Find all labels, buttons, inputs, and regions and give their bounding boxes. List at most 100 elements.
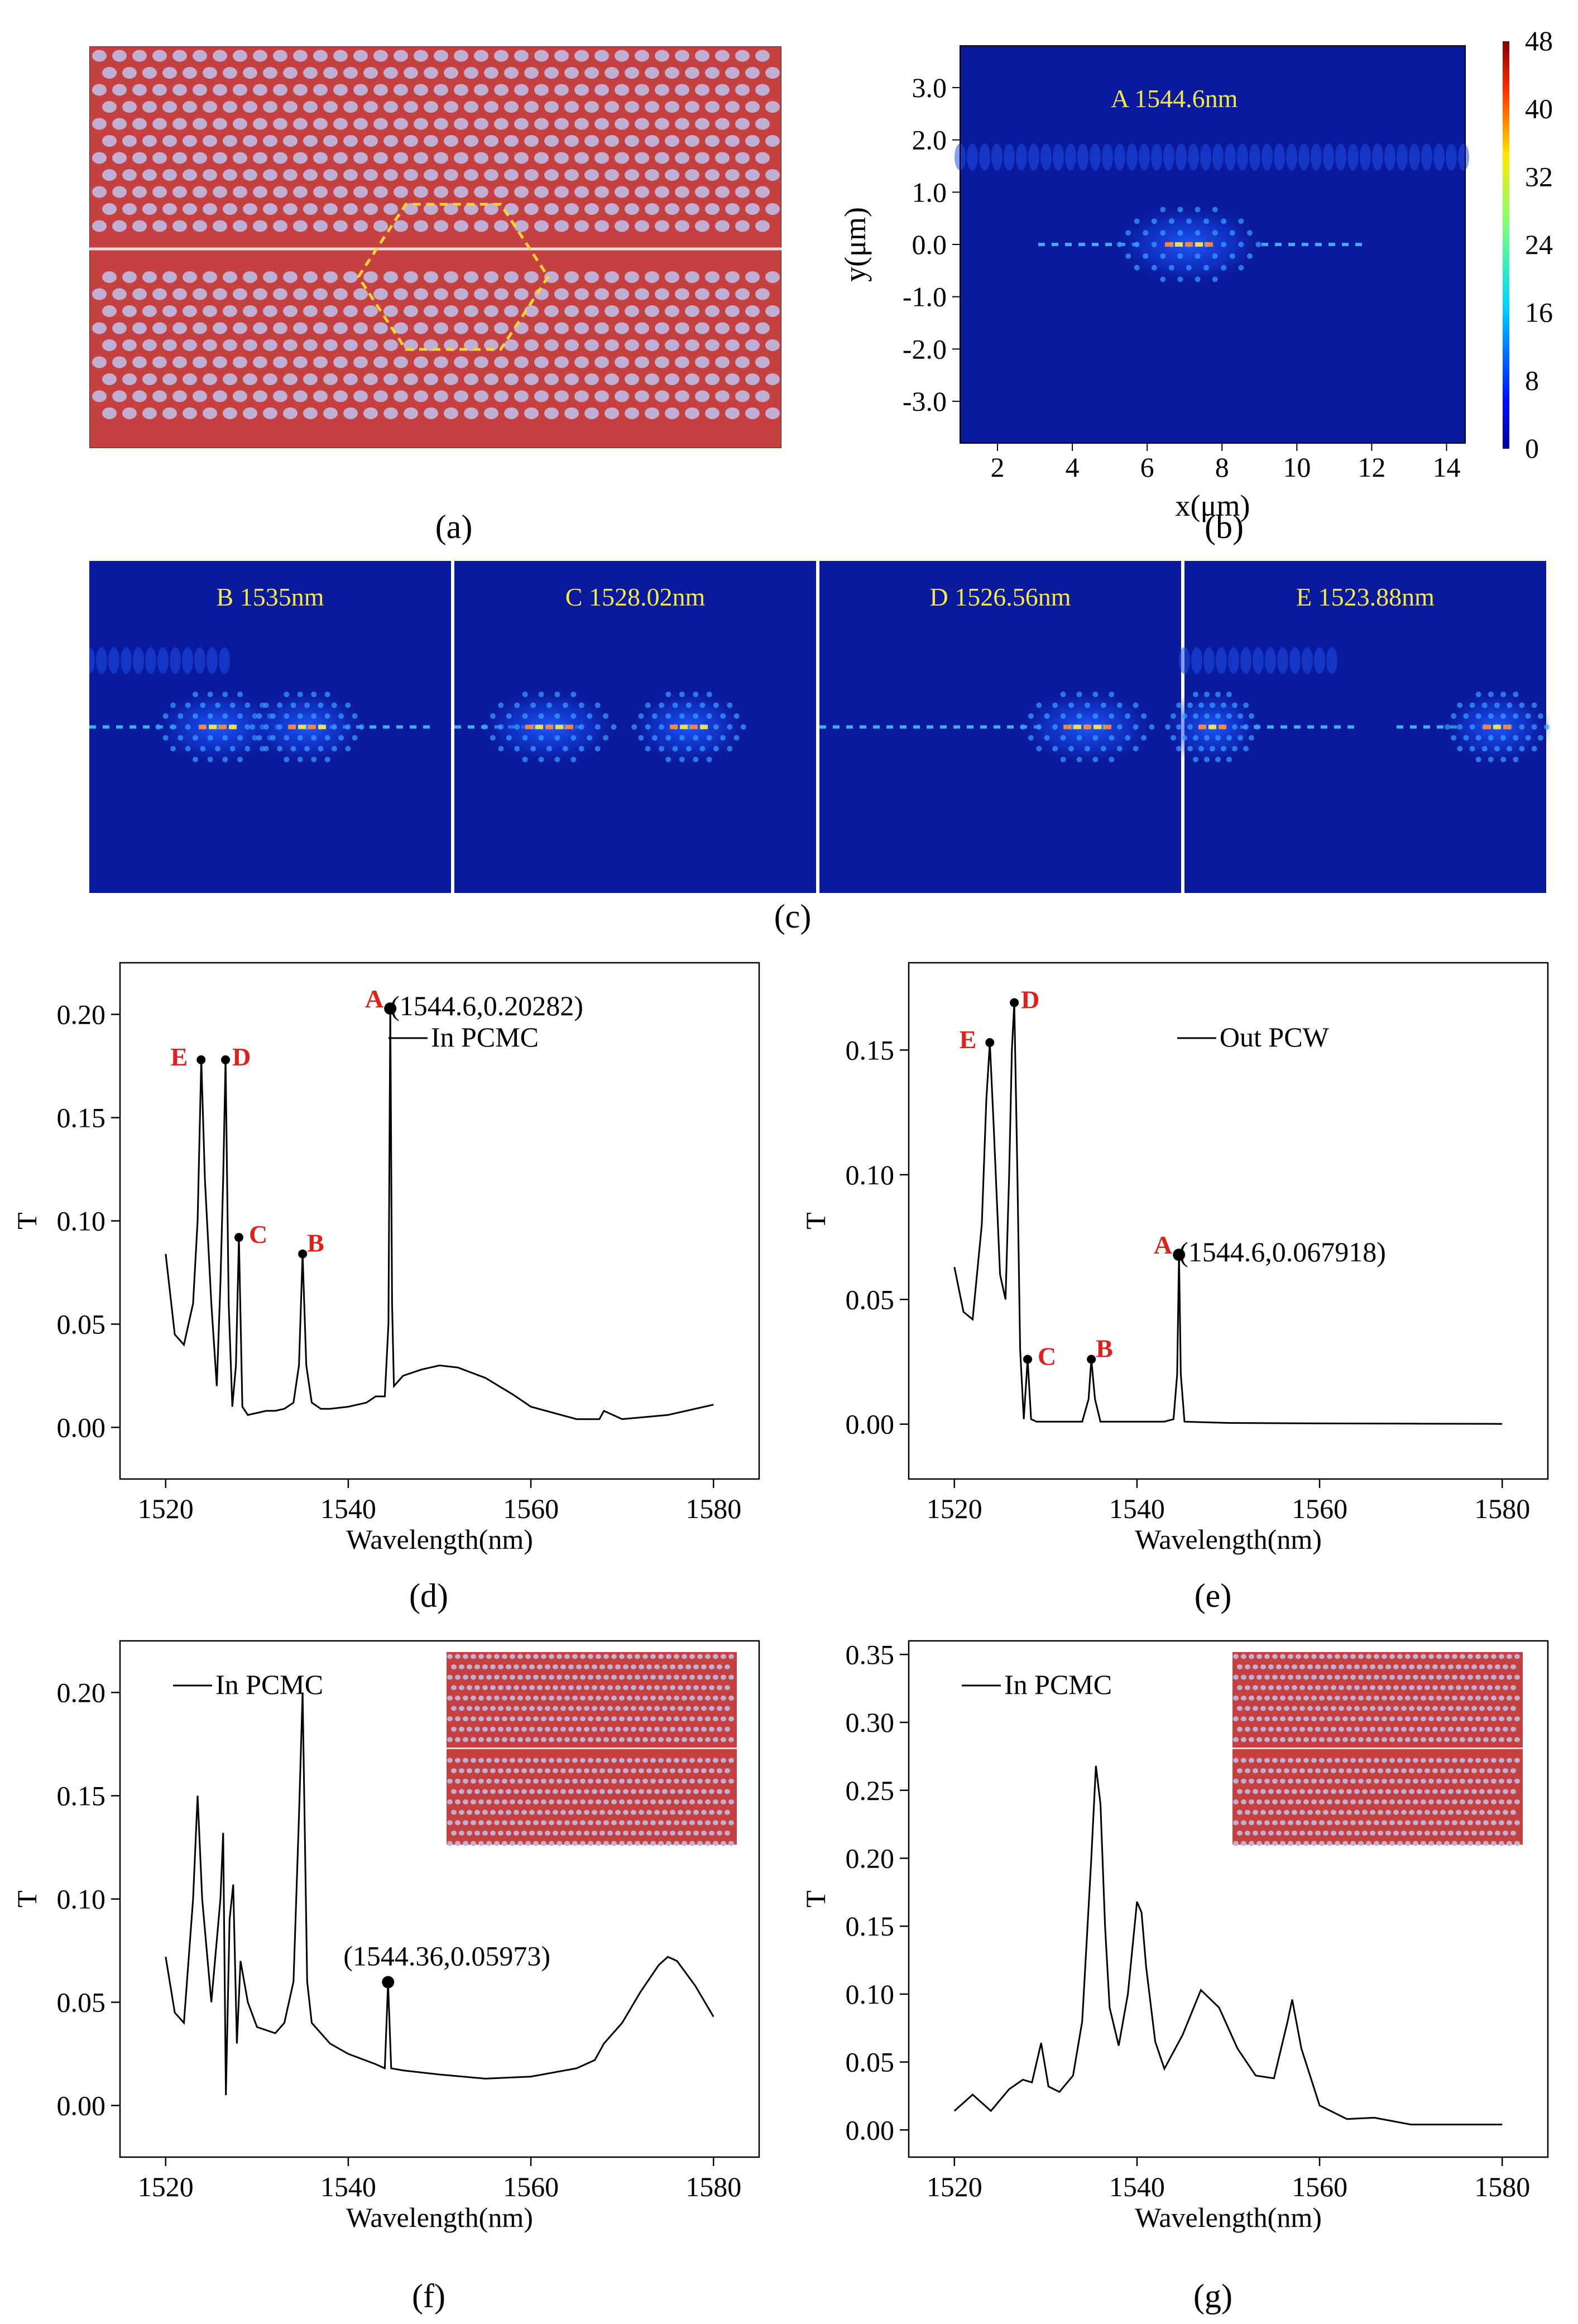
inset-hole — [635, 1778, 640, 1784]
air-hole — [665, 135, 679, 147]
inset-hole — [1378, 1664, 1383, 1670]
legend-label: Out PCW — [1220, 1021, 1330, 1053]
inset-hole — [514, 1685, 519, 1691]
inset-hole — [1342, 1778, 1348, 1784]
inset-hole — [1245, 1685, 1250, 1691]
inset-hole — [1483, 1820, 1489, 1826]
field-lobe — [162, 734, 169, 741]
inset-hole — [728, 1737, 734, 1742]
inset-hole — [1413, 1799, 1418, 1805]
field-lobe — [1116, 702, 1123, 708]
air-hole — [263, 135, 277, 147]
air-hole — [142, 101, 157, 113]
inset-hole — [525, 1654, 531, 1659]
field-lobe — [645, 724, 651, 730]
air-hole — [333, 152, 348, 164]
field-lobe — [1092, 713, 1099, 719]
air-hole — [112, 118, 127, 130]
inset-hole — [1350, 1737, 1356, 1742]
air-hole — [213, 118, 227, 130]
inset-hole — [1448, 1664, 1454, 1670]
inset-hole — [1346, 1706, 1352, 1711]
inset-hole — [560, 1768, 566, 1774]
inset-hole — [1284, 1685, 1289, 1691]
hotspot — [525, 724, 533, 729]
inset-hole — [1354, 1768, 1360, 1774]
air-hole — [353, 118, 368, 130]
inset-hole — [689, 1841, 695, 1846]
air-hole — [655, 152, 669, 164]
air-hole — [203, 67, 217, 79]
inset-hole — [1393, 1706, 1399, 1711]
inset-hole — [478, 1778, 484, 1784]
inset-hole — [631, 1830, 636, 1836]
air-hole — [243, 271, 257, 283]
inset-hole — [1436, 1799, 1442, 1805]
field-lobe — [693, 756, 699, 762]
field-lobe — [311, 692, 317, 698]
air-hole — [665, 373, 679, 385]
air-hole — [554, 356, 569, 368]
field-lobe — [1052, 746, 1058, 752]
inset-hole — [1436, 1737, 1442, 1742]
field-dash — [1052, 243, 1058, 246]
inset-hole — [1424, 1789, 1430, 1794]
inset-hole — [1417, 1768, 1422, 1774]
field-lobe — [1177, 230, 1183, 236]
inset-hole — [1233, 1799, 1239, 1805]
field-lobe — [178, 734, 184, 741]
field-lobe — [207, 713, 213, 719]
air-hole — [253, 152, 267, 164]
field-lobe — [345, 724, 351, 730]
air-hole — [303, 203, 318, 215]
field-lobe — [96, 647, 107, 674]
air-hole — [615, 50, 629, 62]
legend: Out PCW — [1177, 1021, 1330, 1053]
inset-hole — [1233, 1695, 1239, 1701]
field-lobe — [324, 756, 330, 762]
field-dash — [833, 725, 840, 729]
inset-hole — [478, 1716, 484, 1722]
inset-hole — [1378, 1789, 1383, 1794]
hotspot — [288, 724, 296, 729]
air-hole — [554, 118, 569, 130]
inset-hole — [1382, 1654, 1387, 1659]
air-hole — [735, 288, 750, 300]
inset-hole — [1464, 1768, 1469, 1774]
peak-marker — [1023, 1355, 1032, 1364]
field-lobe — [1191, 647, 1202, 674]
inset-hole — [517, 1695, 523, 1701]
mode-maps: B 1535nm C 1528.02nm D 1526.56nm E 1523.88n… — [84, 561, 1553, 893]
field-lobe — [1182, 734, 1187, 741]
inset-hole — [1241, 1695, 1246, 1701]
field-lobe — [603, 713, 609, 719]
field-lobe — [1085, 746, 1090, 752]
air-hole — [303, 135, 318, 147]
colorbar-tick-label: 0 — [1525, 433, 1539, 464]
air-hole — [283, 135, 298, 147]
air-hole — [464, 373, 478, 385]
inset-hole — [596, 1654, 601, 1659]
air-hole — [233, 186, 247, 198]
inset-hole — [693, 1830, 699, 1836]
inset-hole — [1292, 1664, 1297, 1670]
air-hole — [263, 305, 277, 317]
inset-hole — [670, 1768, 675, 1774]
inset-hole — [1499, 1799, 1504, 1805]
inset-hole — [1233, 1654, 1239, 1659]
inset-hole — [603, 1841, 609, 1846]
inset-hole — [537, 1706, 543, 1711]
inset-hole — [709, 1685, 714, 1691]
inset-hole — [1299, 1664, 1305, 1670]
field-map-c3 — [1162, 561, 1553, 893]
inset-hole — [607, 1768, 613, 1774]
mode-label: C 1528.02nm — [565, 583, 706, 611]
inset-hole — [1424, 1726, 1430, 1732]
inset-hole — [693, 1809, 699, 1815]
inset-hole — [627, 1737, 632, 1742]
inset-hole — [459, 1664, 464, 1670]
inset-hole — [482, 1664, 488, 1670]
inset-hole — [701, 1706, 707, 1711]
peak-annotation: (1544.36,0.05973) — [343, 1940, 550, 1971]
inset-hole — [455, 1820, 461, 1826]
